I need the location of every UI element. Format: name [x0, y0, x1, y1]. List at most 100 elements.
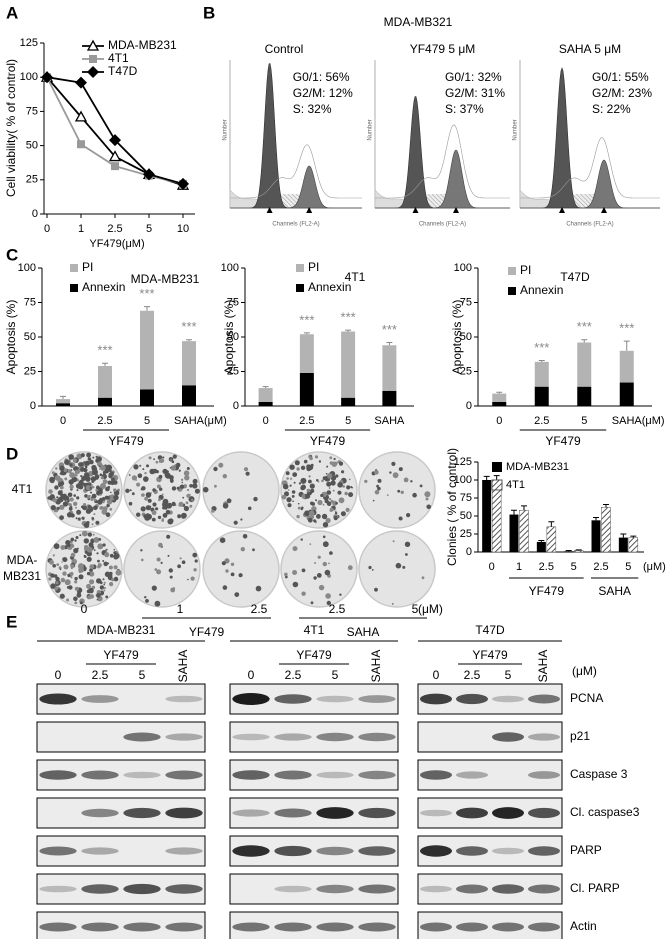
error-bar: [538, 359, 545, 362]
group-label: YF479: [545, 434, 581, 448]
colony: [348, 478, 351, 481]
colony: [105, 512, 111, 517]
colony: [287, 489, 290, 491]
x-tick-label: 2.5: [539, 561, 554, 573]
colony: [308, 475, 311, 478]
colony: [311, 502, 315, 506]
bar: [482, 480, 492, 552]
colony: [292, 581, 299, 588]
bar: [628, 537, 639, 553]
plate-label: 5: [412, 602, 419, 616]
colony: [305, 493, 311, 499]
band: [165, 922, 203, 932]
x-axis-label: YF479(μM): [89, 238, 144, 250]
protein-label: Cl. PARP: [570, 881, 620, 895]
bar-segment: [182, 385, 196, 406]
band: [492, 807, 524, 819]
colony: [66, 586, 70, 589]
colony: [165, 509, 171, 515]
colony: [99, 473, 103, 477]
colony: [99, 493, 102, 496]
legend-marker: [87, 66, 99, 78]
flow-panel-title: Control: [265, 42, 304, 56]
bar: [509, 514, 519, 552]
colony: [57, 586, 60, 589]
x-tick-label: 2.5: [299, 415, 314, 427]
band: [358, 922, 396, 932]
colony: [74, 586, 79, 592]
colony: [73, 501, 78, 506]
colony: [93, 498, 97, 502]
x-tick-label: 5: [581, 415, 587, 427]
colony: [151, 510, 157, 516]
significance: ***: [341, 310, 356, 325]
peak-marker: [453, 207, 459, 213]
colony: [291, 490, 296, 494]
band: [165, 847, 203, 855]
y-tick-label: 50: [460, 331, 472, 343]
colony: [321, 513, 328, 520]
bar-segment: [182, 341, 196, 386]
colony: [104, 495, 109, 500]
colony: [337, 490, 342, 495]
colony: [84, 460, 90, 466]
cell-line: T47D: [475, 623, 505, 637]
colony: [96, 485, 100, 490]
colony: [50, 505, 56, 511]
colony: [69, 571, 74, 576]
band: [123, 807, 161, 819]
colony: [146, 464, 149, 468]
panel-label: A: [6, 3, 18, 22]
colony: [338, 497, 345, 504]
colony: [66, 543, 71, 548]
colony: [125, 488, 130, 493]
colony: [110, 480, 115, 486]
colony: [335, 474, 339, 478]
colony: [56, 506, 60, 510]
colony: [52, 498, 57, 503]
row-label: MB231: [3, 569, 41, 583]
colony: [129, 489, 132, 492]
x-tick-label: 2.5: [107, 223, 122, 235]
colony: [50, 583, 56, 589]
flow-stat: G0/1: 56%: [293, 70, 350, 84]
panel-label: E: [6, 612, 17, 631]
colony: [60, 545, 66, 550]
bar: [491, 479, 502, 553]
y-tick-label: 25: [460, 365, 472, 377]
colony: [240, 547, 245, 552]
row-label: 4T1: [12, 482, 33, 496]
colony: [143, 476, 149, 482]
y-axis-label: Cell viability( % of control): [4, 59, 18, 197]
flow-stat: G2/M: 23%: [592, 86, 652, 100]
colony: [202, 486, 209, 493]
significance: ***: [619, 321, 634, 336]
unit-label: (μM): [643, 561, 666, 573]
colony: [400, 490, 404, 494]
colony: [113, 488, 117, 492]
plate-label: 0: [81, 602, 88, 616]
colony: [167, 554, 170, 557]
colony: [97, 563, 102, 568]
colony: [59, 568, 62, 571]
band: [165, 884, 203, 894]
colony: [187, 489, 189, 491]
colony: [96, 598, 99, 601]
error-bar: [538, 539, 545, 542]
colony: [316, 573, 322, 578]
histogram-s-phase: [230, 194, 362, 208]
error-bar: [303, 332, 310, 335]
colony: [109, 582, 114, 587]
colony: [311, 506, 317, 512]
colony: [314, 455, 319, 459]
y-tick-label: 125: [454, 456, 472, 468]
colony: [104, 552, 110, 558]
x-tick-label: SAHA: [174, 415, 205, 427]
colony: [141, 486, 146, 491]
colony: [180, 478, 184, 481]
colony: [147, 498, 152, 503]
row-label: MDA-: [7, 553, 38, 567]
colony: [135, 479, 137, 481]
x-tick-label: SAHA: [374, 415, 405, 427]
colony: [158, 474, 163, 479]
